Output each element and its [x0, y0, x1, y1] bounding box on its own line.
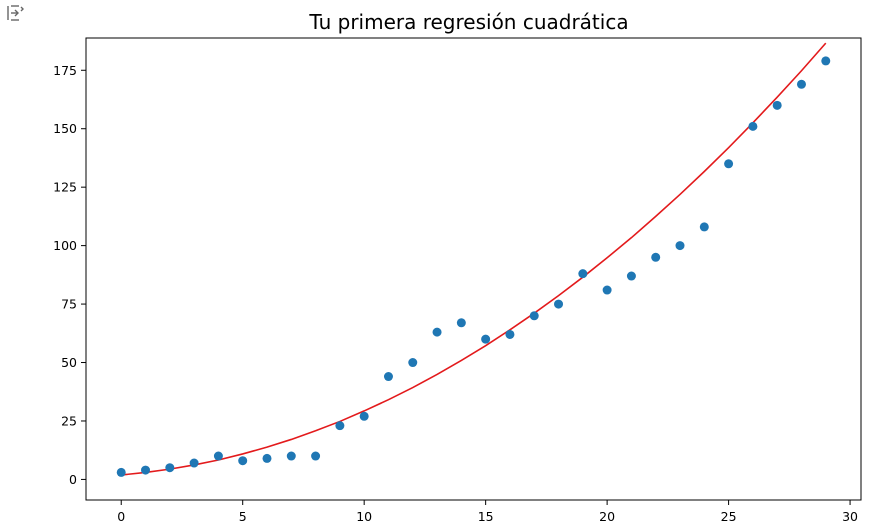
data-point	[189, 458, 199, 468]
fit-curve-line	[121, 42, 827, 476]
data-point	[821, 56, 831, 66]
x-tick-label: 30	[842, 509, 858, 524]
data-point	[724, 159, 734, 169]
data-point	[359, 411, 369, 421]
data-point	[699, 222, 709, 232]
data-point	[481, 334, 491, 344]
points-layer	[116, 56, 831, 477]
data-point	[116, 467, 126, 477]
x-tick-label: 20	[599, 509, 615, 524]
data-point	[748, 121, 758, 131]
y-tick-label: 150	[53, 121, 77, 136]
data-point	[262, 453, 272, 463]
data-point	[286, 451, 296, 461]
data-point	[529, 311, 539, 321]
plot-area	[85, 37, 862, 501]
x-axis: 0 5 10 15 20 25 30	[117, 500, 858, 524]
x-tick-label: 0	[117, 509, 125, 524]
data-point	[408, 358, 418, 368]
y-tick-label: 125	[53, 180, 77, 195]
y-tick-label: 100	[53, 238, 77, 253]
data-point	[675, 241, 685, 251]
data-point	[213, 451, 223, 461]
y-tick-label: 0	[69, 472, 77, 487]
data-point	[165, 463, 175, 473]
x-tick-label: 15	[478, 509, 494, 524]
data-point	[383, 372, 393, 382]
data-point	[311, 451, 321, 461]
data-point	[554, 299, 564, 309]
data-point	[141, 465, 151, 475]
y-tick-label: 175	[53, 63, 77, 78]
data-point	[505, 329, 515, 339]
y-tick-label: 75	[61, 297, 77, 312]
data-point	[626, 271, 636, 281]
data-point	[602, 285, 612, 295]
data-point	[335, 421, 345, 431]
fit-line-layer	[121, 42, 827, 476]
data-point	[578, 269, 588, 279]
x-tick-label: 5	[239, 509, 247, 524]
data-point	[238, 456, 248, 466]
data-point	[796, 79, 806, 89]
data-point	[432, 327, 442, 337]
data-point	[772, 100, 782, 110]
y-tick-label: 25	[61, 413, 77, 428]
y-tick-label: 50	[61, 355, 77, 370]
x-tick-label: 25	[721, 509, 737, 524]
x-tick-label: 10	[356, 509, 372, 524]
chart-title: Tu primera regresión cuadrática	[308, 10, 628, 34]
data-point	[651, 252, 661, 262]
output-toggle-icon[interactable]	[5, 3, 25, 23]
y-axis: 0 25 50 75 100 125 150 175	[53, 63, 86, 487]
data-point	[456, 318, 466, 328]
